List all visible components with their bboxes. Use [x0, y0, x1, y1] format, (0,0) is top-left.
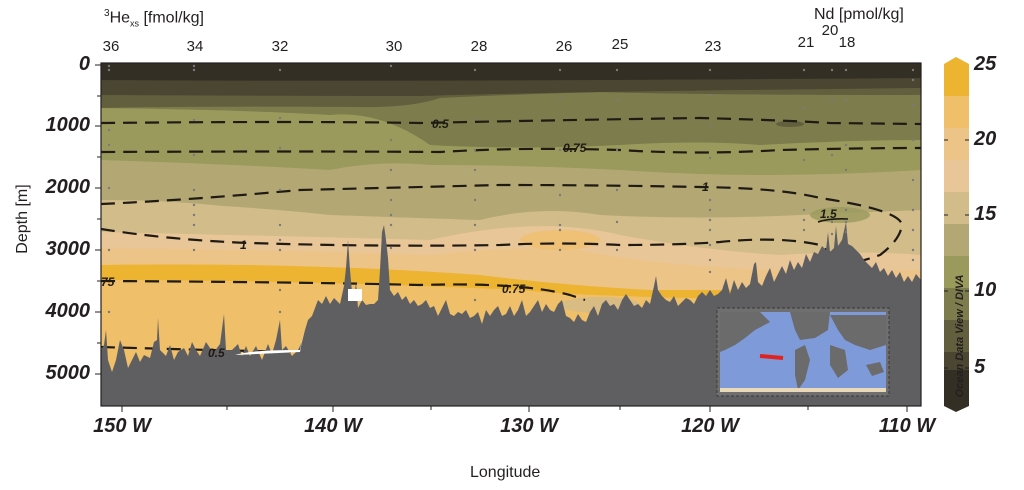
odv-watermark: Ocean Data View / DIVA — [954, 274, 966, 398]
contour-label-05-deep: 0.5 — [208, 346, 225, 360]
station-label: 36 — [102, 38, 120, 55]
top-right-axis-title: Nd [pmol/kg] — [814, 6, 904, 23]
contour-label-075-deep: 0.75 — [502, 282, 526, 296]
colorbar-tick: 15 — [974, 203, 997, 225]
contour-labels: 0.5 0.75 1 1.5 1 0.75 75 0.5 — [101, 117, 837, 360]
station-label: 30 — [385, 38, 403, 55]
isotope-superscript: 3 — [104, 8, 110, 19]
colorbar-tick: 25 — [974, 53, 997, 75]
plot-frame — [100, 62, 922, 407]
x-tick-label: 110 W — [878, 415, 936, 437]
element-symbol: He — [109, 9, 131, 27]
inset-world-map — [716, 307, 890, 397]
contour-label-075: 0.75 — [563, 141, 587, 155]
sample-dots — [107, 64, 915, 314]
station-label: 21 — [797, 34, 815, 51]
station-label: 28 — [470, 38, 488, 55]
colorbar — [944, 57, 969, 412]
excess-subscript: xs — [130, 18, 140, 29]
y-tick-label: 0 — [78, 53, 90, 75]
y-tick-label: 3000 — [45, 238, 91, 260]
y-tick-label: 2000 — [45, 176, 91, 198]
axis-ticks — [95, 64, 908, 412]
colorbar-tick: 20 — [974, 128, 997, 150]
station-label: 23 — [704, 38, 722, 55]
colorbar-tick: 5 — [974, 356, 986, 378]
contour-label-075-left: 75 — [101, 275, 115, 289]
cruise-track — [759, 354, 784, 360]
station-label: 18 — [838, 34, 856, 51]
x-tick-label: 120 W — [681, 415, 739, 437]
station-label: 34 — [186, 38, 204, 55]
contour-lines — [101, 116, 921, 354]
contour-label-1-upper: 1 — [702, 180, 709, 194]
x-axis-title: Longitude — [470, 464, 541, 481]
seafloor-bathymetry — [101, 222, 921, 406]
y-tick-label: 5000 — [45, 362, 91, 384]
x-tick-label: 140 W — [304, 415, 362, 437]
station-label: 20 — [821, 22, 839, 39]
unit: [fmol/kg] — [139, 9, 204, 27]
contour-label-15: 1.5 — [820, 207, 837, 221]
y-tick-label: 4000 — [45, 300, 91, 322]
nd-field — [101, 63, 921, 406]
x-tick-label: 150 W — [93, 415, 151, 437]
contour-label-1-lower: 1 — [240, 238, 247, 252]
x-tick-label: 130 W — [500, 415, 558, 437]
station-label: 25 — [611, 36, 629, 53]
station-label: 32 — [271, 38, 289, 55]
contour-label-05: 0.5 — [432, 117, 449, 131]
station-label: 26 — [555, 38, 573, 55]
y-tick-label: 1000 — [45, 114, 91, 136]
top-left-axis-title: 3Hexs [fmol/kg] — [104, 8, 204, 29]
colorbar-tick: 10 — [974, 279, 997, 301]
